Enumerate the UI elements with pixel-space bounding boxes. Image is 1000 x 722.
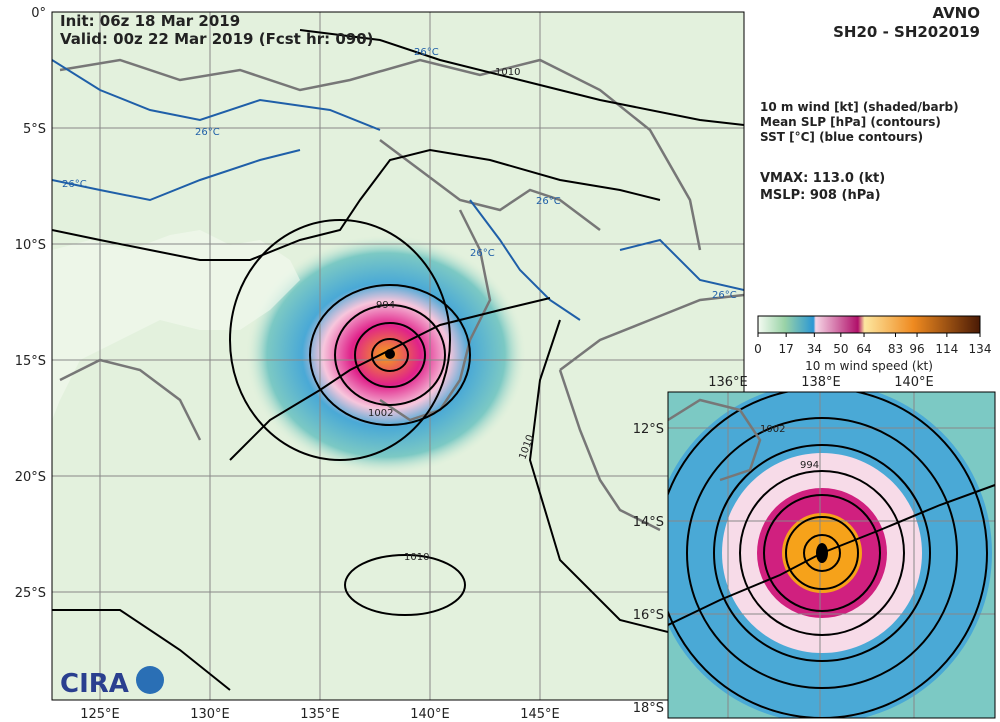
valid-time: Valid: 00z 22 Mar 2019 (Fcst hr: 090) [60,30,374,48]
legend-line: 10 m wind [kt] (shaded/barb) [760,100,959,114]
logo: CIRA [60,666,164,699]
lon-labels: 125°E 130°E 135°E 140°E 145°E [80,707,560,722]
contour-label: 994 [376,300,395,311]
inset-lat-label: 12°S [633,422,664,437]
lon-label: 145°E [520,707,560,722]
colorbar-tick-label: 96 [909,342,924,356]
sst-label: 26°C [536,196,561,207]
colorbar-tick-label: 114 [935,342,958,356]
logo-text: CIRA [60,669,129,699]
main-map: 1010 1002 994 1010 1010 26°C 26°C 26°C 2… [52,12,744,700]
lon-label: 125°E [80,707,120,722]
mslp: MSLP: 908 (hPa) [760,188,881,203]
model-name: AVNO [932,4,980,22]
colorbar-tick-label: 50 [833,342,848,356]
colorbar-tick-label: 134 [969,342,992,356]
sst-label: 26°C [195,127,220,138]
legend-line: Mean SLP [hPa] (contours) [760,115,941,129]
inset-lat-labels: 12°S 14°S 16°S 18°S [633,422,664,716]
inset-lon-label: 138°E [801,375,841,390]
colorbar-tick-label: 64 [856,342,871,356]
inset-map: 1002 994 [668,392,995,718]
lat-labels: 0° 5°S 10°S 15°S 20°S 25°S [15,6,46,601]
colorbar [757,315,981,334]
colorbar-label: 10 m wind speed (kt) [805,359,933,373]
inset-lat-label: 16°S [633,608,664,623]
inset-frame [667,391,996,719]
legend-line: SST [°C] (blue contours) [760,130,923,144]
lat-label: 0° [31,6,46,21]
colorbar-tick-label: 34 [807,342,822,356]
inset-lat-label: 14°S [633,515,664,530]
contour-label: 1002 [760,424,785,435]
lat-label: 15°S [15,354,46,369]
map-frame [51,11,745,701]
sst-label: 26°C [62,179,87,190]
lat-label: 25°S [15,586,46,601]
contour-label: 1002 [368,408,393,419]
vmax: VMAX: 113.0 (kt) [760,171,885,186]
lon-label: 140°E [410,707,450,722]
colorbar-ticks: 0 17 34 50 64 83 96 114 134 [754,333,991,356]
inset-lon-labels: 136°E 138°E 140°E [708,375,934,390]
sst-label: 26°C [712,290,737,301]
contour-label: 1010 [404,552,429,563]
colorbar-tick-label: 0 [754,342,762,356]
inset-lat-label: 18°S [633,701,664,716]
lat-label: 10°S [15,238,46,253]
sst-label: 26°C [414,47,439,58]
storm-id: SH20 - SH202019 [833,23,980,41]
lat-label: 5°S [23,122,46,137]
contour-label: 1010 [495,67,520,78]
sst-label: 26°C [470,248,495,259]
lat-label: 20°S [15,470,46,485]
contour-label: 994 [800,460,819,471]
lon-label: 135°E [300,707,340,722]
inset-lon-label: 140°E [894,375,934,390]
colorbar-tick-label: 17 [779,342,794,356]
init-time: Init: 06z 18 Mar 2019 [60,12,240,30]
colorbar-tick-label: 83 [888,342,903,356]
lon-label: 130°E [190,707,230,722]
inset-lon-label: 136°E [708,375,748,390]
